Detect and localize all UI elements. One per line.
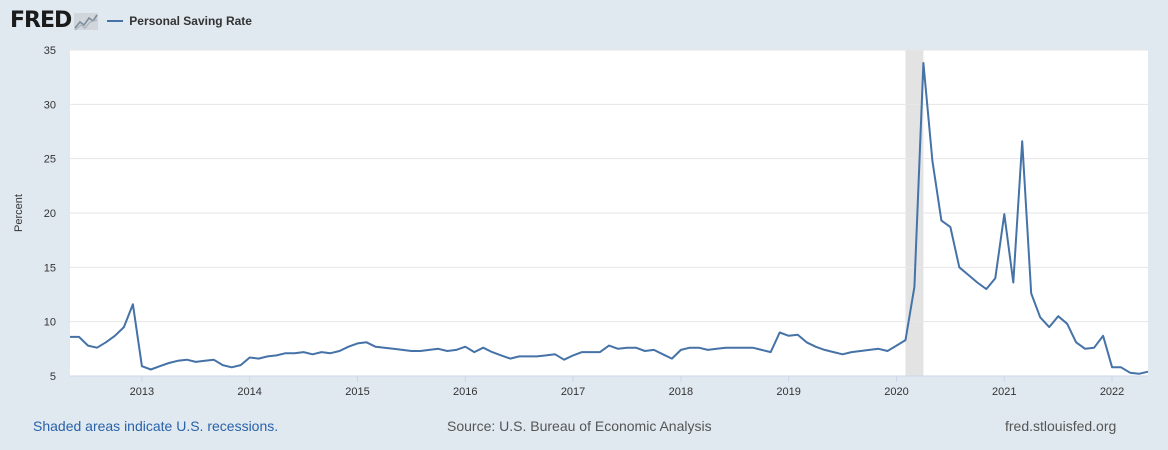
chart-header: FRED Personal Saving Rate: [10, 6, 252, 36]
source-note: Source: U.S. Bureau of Economic Analysis: [447, 418, 712, 434]
x-tick-label: 2020: [884, 386, 908, 398]
y-axis-ticks: 5 10 15 20 25 30 35: [44, 45, 56, 383]
chart-line-icon: [74, 13, 99, 31]
x-tick-label: 2019: [776, 386, 800, 398]
x-tick-label: 2018: [669, 386, 693, 398]
legend-swatch: [107, 20, 124, 22]
gridlines: [70, 49, 1148, 323]
x-tick-label: 2014: [237, 386, 261, 398]
x-tick-label: 2013: [130, 386, 154, 398]
y-tick-label: 5: [50, 371, 56, 383]
site-link[interactable]: fred.stlouisfed.org: [1005, 418, 1117, 434]
y-tick-label: 30: [44, 99, 56, 111]
x-tick-label: 2022: [1100, 386, 1124, 398]
chart-legend: Personal Saving Rate: [107, 14, 252, 28]
x-axis-ticks: 2013 2014 2015 2016 2017 2018 2019 2020 2021 2022: [70, 375, 1148, 398]
x-tick-label: 2017: [561, 386, 585, 398]
legend-label: Personal Saving Rate: [129, 14, 252, 28]
fred-logo[interactable]: FRED: [10, 10, 99, 32]
x-tick-label: 2015: [345, 386, 369, 398]
y-tick-label: 25: [44, 154, 56, 166]
y-axis-label: Percent: [13, 194, 25, 232]
fred-logo-text: FRED: [10, 8, 72, 33]
y-tick-label: 10: [44, 317, 56, 329]
y-tick-label: 35: [44, 45, 56, 57]
x-tick-label: 2021: [992, 386, 1016, 398]
recessions-note: Shaded areas indicate U.S. recessions.: [33, 418, 279, 434]
y-tick-label: 20: [44, 208, 56, 220]
y-tick-label: 15: [44, 262, 56, 274]
series-line-personal-saving-rate[interactable]: [70, 62, 1149, 375]
x-tick-label: 2016: [453, 386, 477, 398]
